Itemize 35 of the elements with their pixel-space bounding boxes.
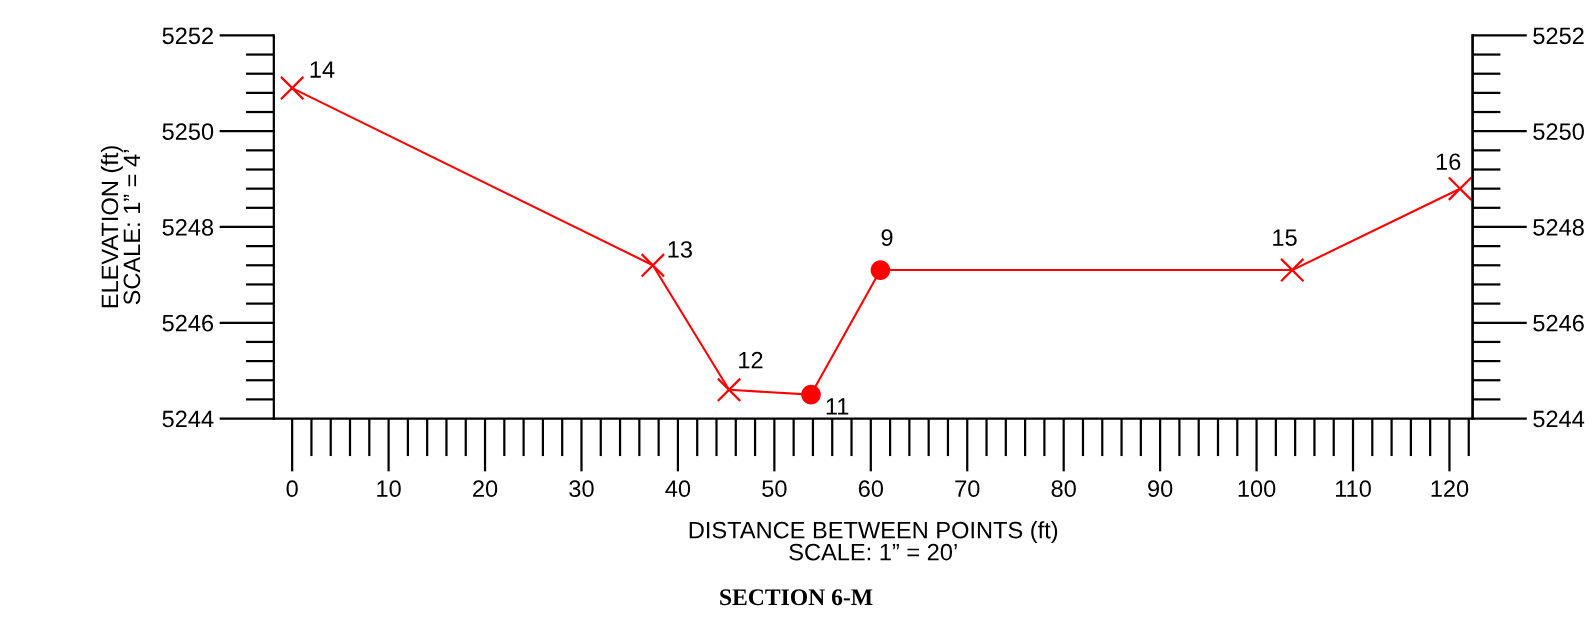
y2-tick-label: 5244 [1533, 410, 1585, 428]
x-tick-label: 100 [1238, 480, 1276, 498]
y-tick-label: 5250 [162, 123, 214, 140]
text: SECTION 6-M [720, 589, 873, 606]
annotation: 9 [881, 229, 893, 246]
point [870, 260, 891, 280]
y-tick-label: 5244 [162, 410, 214, 428]
x-tick-label: 110 [1335, 480, 1371, 498]
x-tick-label: 30 [569, 480, 594, 498]
x-tick-label: 20 [473, 480, 498, 498]
x-tick-label: 90 [1148, 480, 1173, 498]
annotation: 13 [668, 241, 692, 258]
annotation: 14 [310, 61, 335, 78]
x-tick-label: 60 [858, 480, 884, 498]
annotation: 11 [826, 398, 849, 415]
y-tick-label: 5246 [162, 314, 214, 332]
annotation: 12 [739, 351, 763, 369]
point [801, 384, 821, 405]
x-tick-label: 50 [762, 480, 787, 498]
x-tick-label: 0 [286, 480, 298, 498]
annotation: 15 [1273, 229, 1297, 246]
y2-tick-label: 5252 [1533, 27, 1584, 45]
y-tick-label: 5248 [162, 219, 214, 236]
y2-tick-label: 5246 [1533, 314, 1584, 332]
x-tick-label: 10 [377, 480, 401, 498]
x-tick-label: 40 [665, 480, 691, 498]
y2-tick-label: 5248 [1533, 219, 1584, 236]
x-tick-label: 120 [1431, 480, 1469, 498]
y2-tick-label: 5250 [1533, 123, 1584, 140]
x-tick-label: 70 [955, 480, 980, 498]
x-axis-title: DISTANCE BETWEEN POINTS (ft) SCALE: 1” = 20’ [689, 521, 1058, 561]
y-axis-title: ELEVATION (ft) SCALE: 1” = 4’ [100, 146, 141, 308]
y-tick-label: 5252 [162, 27, 213, 45]
annotation: 16 [1436, 153, 1461, 171]
x-tick-label: 80 [1051, 480, 1076, 498]
